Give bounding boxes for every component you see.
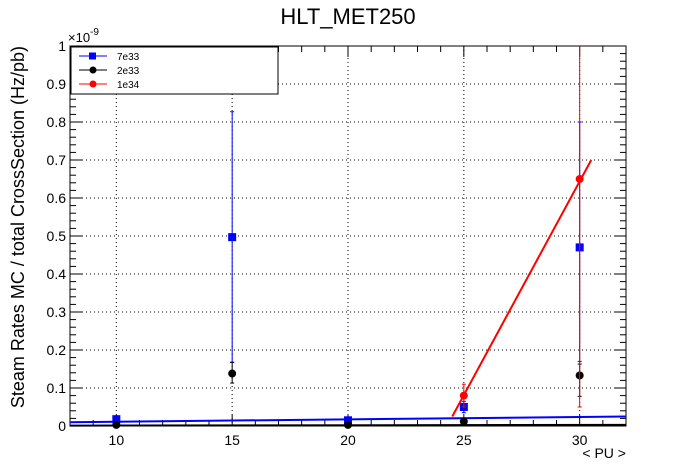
fit-line-1e34 [451,159,593,417]
y-tick-label: 0.5 [47,228,67,244]
data-point-7e33 [228,233,237,242]
x-tick-label: 20 [340,432,356,448]
legend-label-1e34: 1e34 [117,80,140,91]
data-point-7e33 [112,415,121,424]
x-tick-label: 15 [224,432,240,448]
x-tick-label: 25 [456,432,472,448]
y-tick-label: 0.6 [47,190,67,206]
y-tick-label: 0 [58,418,66,434]
data-point-2e33 [112,420,121,429]
legend-marker-7e33 [89,52,96,60]
y-exponent-value: -9 [90,27,99,38]
data-point-2e33 [459,417,468,426]
y-tick-label: 1 [58,38,66,54]
y-tick-label: 0.9 [47,76,67,92]
data-point-7e33 [344,416,352,425]
data-point-1e34 [459,391,468,400]
x-tick-label: 10 [109,432,125,448]
legend-marker-2e33 [89,66,97,74]
y-tick-label: 0.3 [47,304,67,320]
legend-label-7e33: 7e33 [117,52,140,63]
chart-title: HLT_MET250 [280,4,416,29]
legend-marker-1e34 [89,80,97,88]
x-tick-label: 30 [572,432,588,448]
y-tick-label: 0.7 [47,152,67,168]
y-exponent-label: ×10-9 [68,27,99,45]
y-tick-label: 0.4 [47,266,67,282]
legend-label-2e33: 2e33 [117,66,140,77]
y-axis-title: Steam Rates MC / total CrossSection (Hz/… [8,46,28,408]
data-point-2e33 [344,420,352,429]
data-point-1e34 [575,175,584,183]
y-tick-label: 0.8 [47,114,67,130]
data-point-2e33 [228,369,237,378]
y-tick-label: 0.1 [47,380,67,396]
y-tick-label: 0.2 [47,342,67,358]
x-axis-title: < PU > [582,445,626,461]
